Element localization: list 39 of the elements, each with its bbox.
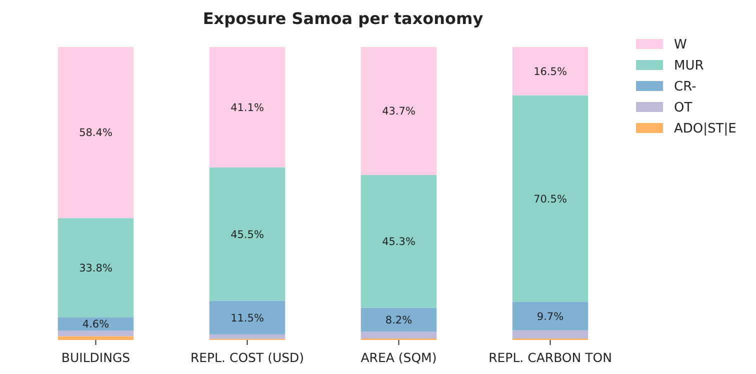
- bar: [58, 330, 134, 336]
- bar: [58, 47, 134, 218]
- legend-label: CR-: [674, 80, 697, 95]
- data-label: 70.5%: [534, 193, 567, 206]
- bar: [58, 317, 134, 331]
- bar: [360, 308, 437, 332]
- bar: [512, 47, 588, 96]
- bar: [209, 47, 286, 168]
- data-label: 41.1%: [230, 102, 264, 114]
- data-label: 9.7%: [536, 310, 564, 323]
- bar: [360, 47, 437, 176]
- x-tick-label: REPL. CARBON TON: [488, 350, 612, 365]
- legend-label: ADO|ST|E: [674, 122, 736, 137]
- data-label: 43.7%: [382, 106, 416, 118]
- bar: [512, 330, 588, 339]
- data-label: 58.4%: [79, 127, 112, 140]
- data-label: 33.8%: [79, 262, 112, 274]
- bar: [209, 300, 286, 334]
- bar: [58, 336, 134, 340]
- data-label: 45.3%: [382, 236, 416, 248]
- bar: [209, 334, 286, 339]
- x-tick-label: BUILDINGS: [61, 350, 130, 365]
- data-label: 8.2%: [385, 314, 412, 326]
- bar: [58, 218, 134, 318]
- legend-label: MUR: [674, 58, 704, 74]
- bar: [512, 302, 588, 330]
- bar: [360, 332, 437, 339]
- data-label: 11.5%: [230, 312, 264, 324]
- bar: [512, 95, 588, 302]
- x-tick-label: AREA (SQM): [360, 350, 437, 365]
- data-label: 45.5%: [230, 228, 264, 241]
- data-label: 4.6%: [82, 318, 110, 331]
- legend-label: OT: [674, 100, 692, 116]
- legend-label: W: [674, 38, 687, 53]
- bar: [360, 175, 437, 308]
- bar: [209, 167, 286, 301]
- data-label: 16.5%: [534, 66, 567, 78]
- x-tick-label: REPL. COST (USD): [190, 350, 304, 365]
- chart-title: Exposure Samoa per taxonomy: [202, 9, 484, 28]
